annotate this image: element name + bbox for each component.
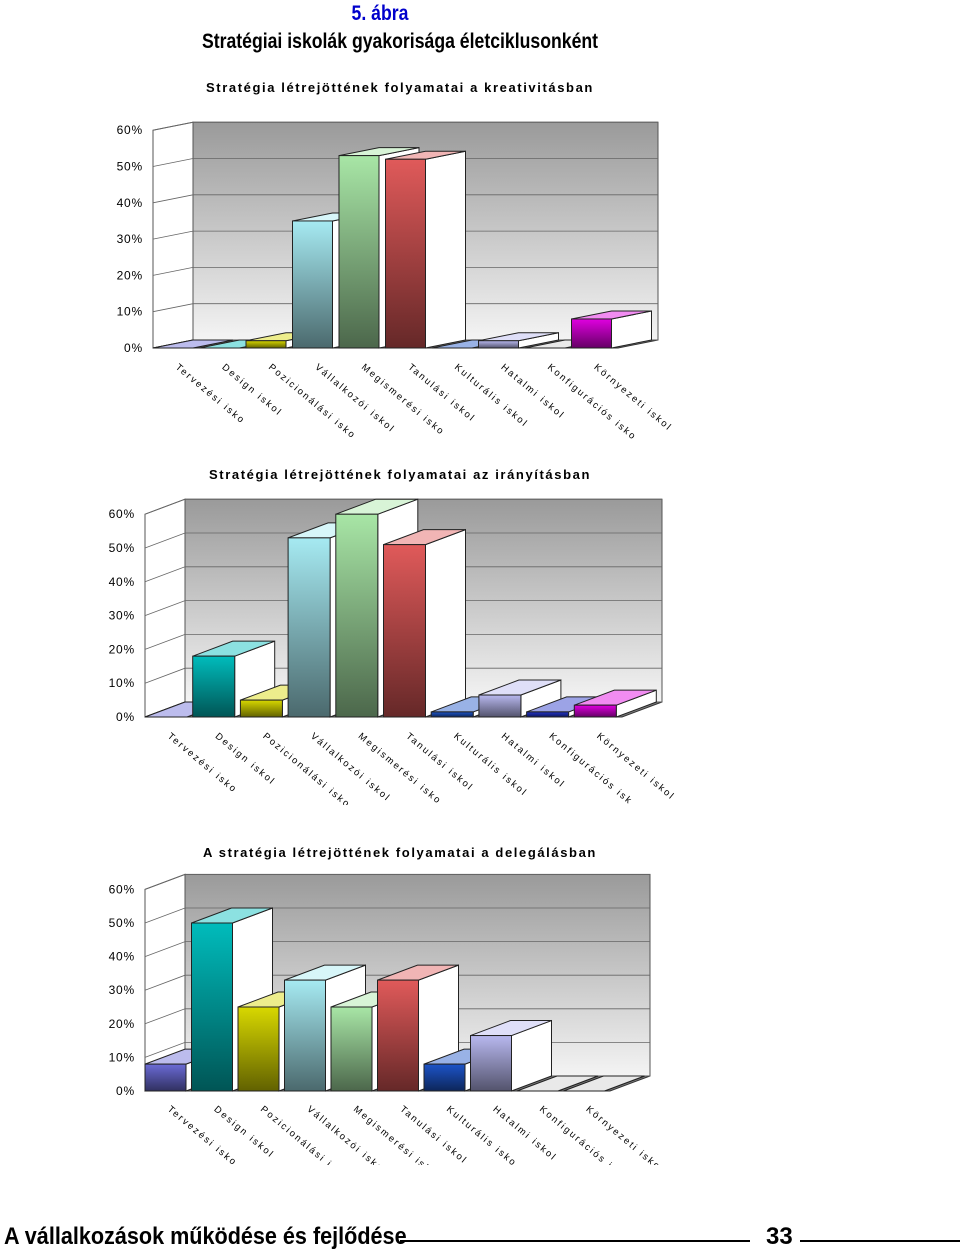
bar <box>571 310 652 349</box>
gridline <box>152 303 658 313</box>
y-tick-label: 60% <box>117 123 143 137</box>
gridline <box>144 633 662 650</box>
y-tick-label: 40% <box>109 950 135 964</box>
gridline <box>144 600 662 616</box>
gridline <box>152 230 658 240</box>
y-tick-label: 10% <box>109 676 135 690</box>
chart-management: Stratégia létrejöttének folyamatai az ir… <box>0 455 960 805</box>
gridline <box>144 667 662 684</box>
x-tick-label: Környezeti iskol <box>592 362 675 434</box>
bar <box>383 528 466 718</box>
y-tick-label: 0% <box>116 710 135 724</box>
y-tick-label: 30% <box>117 232 143 246</box>
gridline <box>144 941 650 957</box>
page-number: 33 <box>766 1223 793 1250</box>
book-title: A vállalkozások működése és fejlődése <box>4 1223 407 1250</box>
x-tick-label: Konfigurációs isko <box>545 362 639 440</box>
y-tick-label: 10% <box>109 1050 135 1064</box>
gridline <box>152 194 658 204</box>
y-tick-label: 30% <box>109 983 135 997</box>
x-tick-label: Megismerési isko <box>359 362 447 438</box>
gridline <box>144 974 650 991</box>
bar <box>191 907 273 1092</box>
x-tick-label: Vállalkozói iskol <box>313 362 397 435</box>
y-tick-label: 50% <box>109 916 135 930</box>
y-tick-label: 10% <box>117 305 143 319</box>
bar <box>152 339 234 349</box>
y-tick-label: 50% <box>109 541 135 555</box>
chart-title: Stratégia létrejöttének folyamatai az ir… <box>209 467 591 482</box>
y-tick-label: 0% <box>124 341 143 355</box>
y-tick-label: 60% <box>109 507 135 521</box>
x-tick-label: Konfigurációs isk <box>547 731 635 805</box>
bar <box>573 689 657 718</box>
chart-delegation: A stratégia létrejöttének folyamatai a d… <box>0 835 960 1165</box>
gridline <box>144 907 650 924</box>
y-tick-label: 50% <box>117 160 143 174</box>
y-tick-label: 40% <box>109 575 135 589</box>
x-tick-label: Vállalkozói iskol <box>308 731 392 804</box>
x-tick-label: Megismerési isko <box>356 731 444 805</box>
figure-number: 5. ábra <box>351 2 409 25</box>
gridline <box>152 266 658 276</box>
footer-rule-right <box>800 1240 960 1242</box>
y-tick-label: 20% <box>109 642 135 656</box>
bar <box>470 1019 552 1092</box>
x-tick-label: Környezeti iskol <box>594 731 677 803</box>
footer-rule <box>400 1240 750 1242</box>
gridline <box>144 1008 650 1025</box>
bar <box>478 679 562 718</box>
gridline <box>144 532 662 549</box>
chart-svg: Stratégia létrejöttének folyamatai a kre… <box>117 80 675 440</box>
y-tick-label: 20% <box>109 1017 135 1031</box>
chart-svg: A stratégia létrejöttének folyamatai a d… <box>109 845 667 1165</box>
x-tick-label: Pozicionálási isko <box>266 362 358 440</box>
y-tick-label: 30% <box>109 609 135 623</box>
bar <box>563 1075 645 1092</box>
chart-title: A stratégia létrejöttének folyamatai a d… <box>203 845 597 860</box>
gridline <box>144 566 662 583</box>
y-tick-label: 40% <box>117 196 143 210</box>
y-tick-label: 20% <box>117 268 143 282</box>
y-tick-label: 60% <box>109 882 135 896</box>
gridline <box>152 121 658 131</box>
bar <box>516 1075 599 1092</box>
x-tick-label: Pozicionálási isko <box>260 731 352 805</box>
chart-svg: Stratégia létrejöttének folyamatai az ir… <box>109 467 677 805</box>
chart-creativity: Stratégia létrejöttének folyamatai a kre… <box>0 70 960 440</box>
bar <box>385 150 466 349</box>
gridline <box>144 874 650 890</box>
y-tick-label: 0% <box>116 1084 135 1098</box>
gridline <box>152 158 658 167</box>
chart-title: Stratégia létrejöttének folyamatai a kre… <box>206 80 594 95</box>
gridline <box>144 498 662 515</box>
figure-title: Stratégiai iskolák gyakorisága életciklu… <box>201 30 599 53</box>
bar <box>478 332 559 349</box>
